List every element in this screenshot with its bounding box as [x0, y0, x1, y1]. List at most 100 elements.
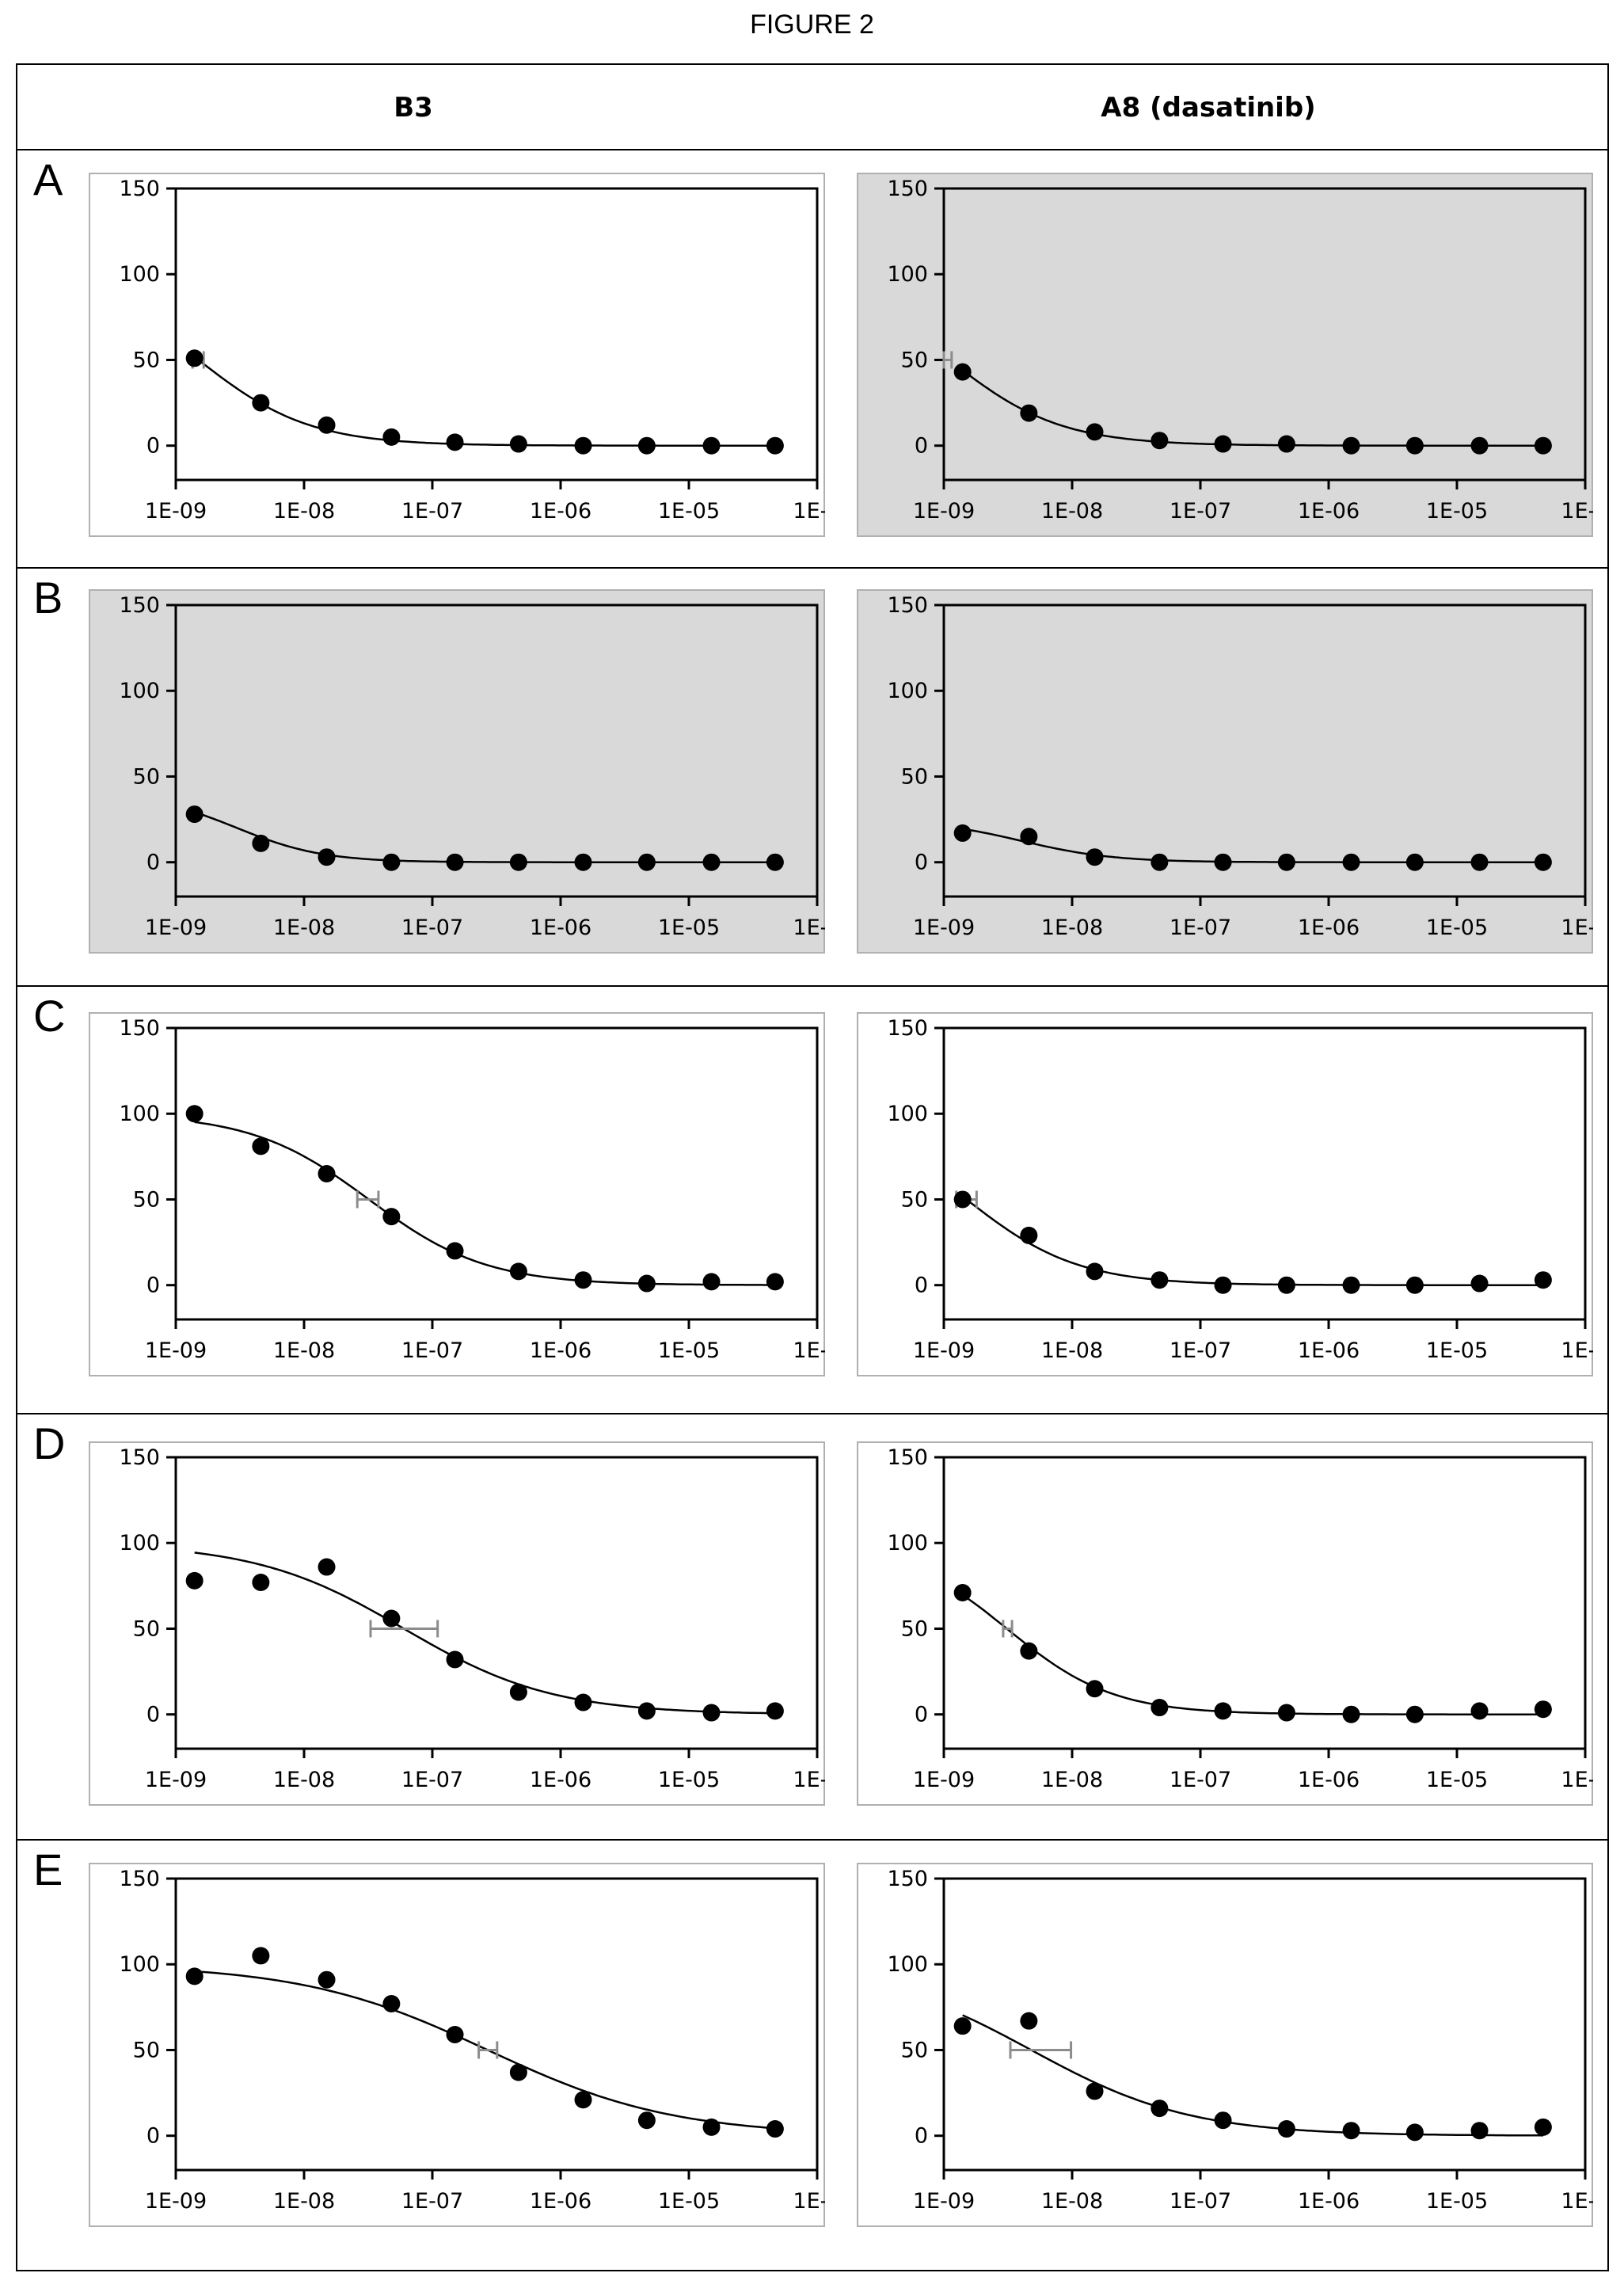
y-tick-label: 150	[119, 1445, 160, 1470]
fit-curve	[962, 2014, 1543, 2137]
x-tick-label: 1E-07	[1170, 916, 1231, 940]
data-point	[1534, 2118, 1552, 2136]
x-tick-label: 1E-05	[1426, 1768, 1488, 1792]
data-point	[1214, 1702, 1232, 1720]
y-tick-label: 150	[887, 1445, 928, 1470]
figure-table: B3 A8 (dasatinib) A B C D E 150 100 50 0 1E-…	[16, 63, 1609, 2271]
column-header-a8: A8 (dasatinib)	[1101, 92, 1316, 124]
x-tick-label: 1E-06	[1298, 499, 1360, 524]
fit-curve	[194, 1970, 775, 2130]
y-tick-label: 100	[119, 1102, 160, 1126]
data-point	[637, 2111, 656, 2130]
x-tick-label: 1E-08	[1041, 1768, 1103, 1792]
x-tick-label: 1E-07	[401, 1338, 463, 1363]
y-tick-label: 100	[119, 1952, 160, 1977]
fit-curve	[194, 1551, 775, 1715]
x-tick-label: 1E-05	[658, 499, 720, 524]
data-point	[1405, 1705, 1424, 1723]
data-point	[637, 1274, 656, 1293]
data-point	[702, 853, 721, 871]
chart-frame	[89, 173, 825, 537]
x-tick-label: 1E-06	[1298, 916, 1360, 940]
x-tick-label: 1E-08	[1041, 499, 1103, 524]
y-tick-label: 100	[887, 1102, 928, 1126]
x-tick-label: 1E-08	[273, 2189, 335, 2214]
data-point	[1214, 2111, 1232, 2130]
x-tick-label: 1E-07	[1170, 2189, 1231, 2214]
data-point	[509, 1683, 527, 1701]
x-tick-label: 1E-07	[1170, 1338, 1231, 1363]
plot-a-a8: 150 100 50 0 1E-09 1E-08 1E-07 1E-06 1E-05 1E-0	[857, 173, 1593, 537]
fit-curve	[194, 1121, 775, 1286]
data-point	[574, 1693, 592, 1711]
x-tick-label: 1E-0	[793, 2189, 825, 2214]
data-point	[1470, 853, 1489, 871]
table-divider	[17, 149, 1607, 150]
x-tick-label: 1E-08	[273, 1338, 335, 1363]
y-tick-label: 150	[119, 177, 160, 201]
data-point	[185, 805, 203, 824]
data-point	[1020, 1226, 1038, 1244]
fit-curve	[962, 828, 1543, 863]
chart-frame	[89, 1863, 825, 2227]
y-tick-label: 50	[901, 1616, 928, 1641]
x-tick-label: 1E-05	[1426, 499, 1488, 524]
plot-area	[174, 187, 819, 482]
data-point	[953, 1584, 972, 1602]
y-tick-label: 150	[119, 593, 160, 618]
fit-curve	[193, 356, 775, 447]
y-tick-label: 0	[915, 1703, 928, 1727]
data-point	[1150, 2100, 1169, 2118]
data-point	[1020, 2012, 1038, 2030]
y-tick-label: 0	[915, 2124, 928, 2149]
y-tick-label: 150	[119, 1867, 160, 1891]
data-point	[252, 1947, 270, 1965]
y-tick-label: 0	[146, 851, 160, 875]
chart-frame	[857, 1441, 1593, 1806]
data-point	[318, 848, 336, 866]
data-point	[1405, 1276, 1424, 1294]
x-tick-label: 1E-07	[401, 499, 463, 524]
table-divider	[17, 1839, 1607, 1841]
y-tick-label: 50	[901, 348, 928, 372]
x-tick-label: 1E-07	[1170, 499, 1231, 524]
data-point	[766, 1702, 784, 1720]
data-point	[1342, 436, 1360, 455]
x-tick-label: 1E-05	[658, 2189, 720, 2214]
x-tick-label: 1E-08	[1041, 2189, 1103, 2214]
data-point	[766, 2120, 784, 2138]
x-tick-label: 1E-08	[273, 916, 335, 940]
row-label-a: A	[33, 154, 63, 204]
chart-frame	[89, 1012, 825, 1376]
data-point	[252, 1574, 270, 1592]
table-divider	[17, 567, 1607, 569]
data-point	[574, 853, 592, 871]
plot-area	[174, 1456, 819, 1750]
y-tick-label: 50	[133, 764, 160, 789]
plot-area	[174, 603, 819, 898]
y-tick-label: 100	[119, 262, 160, 287]
data-point	[1086, 423, 1104, 441]
plot-area	[942, 603, 1587, 898]
data-point	[446, 1242, 464, 1260]
y-tick-label: 0	[915, 434, 928, 459]
data-point	[702, 1704, 721, 1722]
data-point	[953, 824, 972, 842]
plot-area	[942, 1877, 1587, 2172]
data-point	[1342, 2122, 1360, 2140]
x-tick-label: 1E-0	[793, 499, 825, 524]
data-point	[574, 2091, 592, 2109]
data-point	[1150, 1699, 1169, 1717]
x-tick-label: 1E-09	[145, 1338, 207, 1363]
figure-title: FIGURE 2	[750, 10, 874, 40]
data-point	[318, 1970, 336, 1989]
data-point	[1534, 1271, 1552, 1289]
table-divider	[17, 1413, 1607, 1414]
x-tick-label: 1E-05	[1426, 1338, 1488, 1363]
x-tick-label: 1E-0	[1561, 916, 1593, 940]
y-tick-label: 50	[133, 1616, 160, 1641]
data-point	[953, 1190, 972, 1209]
column-header-b3: B3	[394, 92, 433, 124]
data-point	[446, 433, 464, 451]
data-point	[1342, 1276, 1360, 1294]
